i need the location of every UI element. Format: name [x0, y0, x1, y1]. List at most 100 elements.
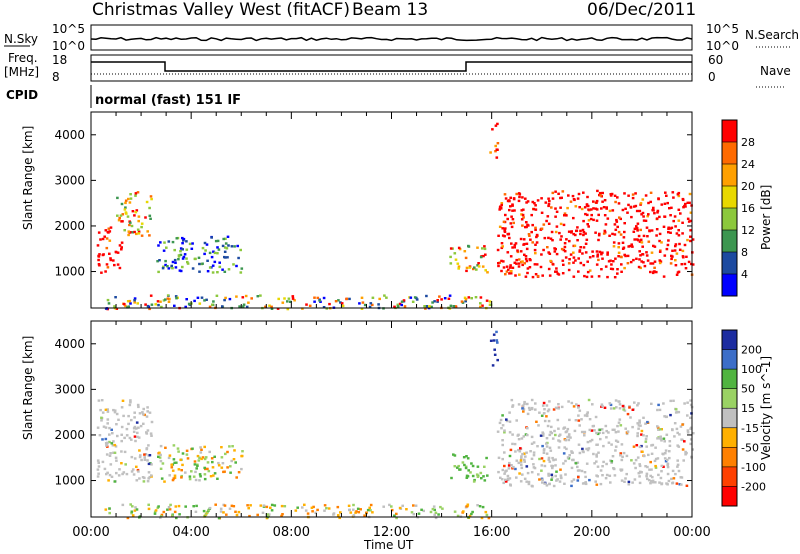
data-cell: [203, 514, 207, 518]
data-cell: [577, 257, 580, 260]
data-cell: [192, 475, 196, 478]
data-cell: [348, 297, 351, 301]
data-cell: [553, 250, 557, 253]
data-cell: [496, 430, 500, 433]
data-cell: [636, 434, 639, 438]
data-cell: [660, 464, 664, 468]
data-cell: [631, 196, 635, 200]
data-cell: [666, 463, 669, 467]
data-cell: [650, 468, 653, 471]
data-cell: [547, 267, 551, 271]
data-cell: [503, 431, 506, 434]
data-cell: [489, 339, 493, 342]
data-cell: [147, 471, 151, 474]
data-cell: [448, 294, 452, 297]
data-cell: [646, 215, 649, 218]
data-cell: [675, 252, 679, 255]
data-cell: [563, 212, 567, 215]
data-cell: [614, 431, 618, 434]
data-cell: [611, 232, 614, 236]
data-cell: [668, 450, 671, 453]
data-cell: [615, 406, 618, 409]
data-cell: [691, 448, 694, 451]
data-cell: [99, 408, 102, 412]
data-cell: [603, 214, 607, 217]
data-cell: [638, 240, 642, 243]
data-cell: [493, 348, 496, 351]
data-cell: [677, 410, 681, 414]
data-cell: [216, 477, 219, 480]
data-cell: [225, 513, 228, 516]
data-cell: [596, 253, 600, 256]
data-cell: [582, 450, 585, 454]
data-cell: [643, 264, 647, 268]
data-cell: [123, 208, 127, 211]
data-cell: [613, 276, 617, 279]
data-cell: [368, 305, 372, 309]
data-cell: [179, 253, 183, 257]
data-cell: [515, 262, 518, 265]
data-cell: [550, 431, 554, 435]
data-cell: [465, 474, 469, 477]
data-cell: [664, 191, 667, 194]
data-cell: [639, 202, 643, 205]
data-cell: [600, 207, 603, 210]
data-cell: [674, 243, 678, 246]
data-cell: [548, 433, 552, 437]
data-cell: [656, 408, 659, 412]
data-cell: [114, 250, 118, 254]
data-cell: [97, 461, 100, 464]
data-cell: [569, 436, 572, 439]
data-cell: [583, 434, 586, 437]
data-cell: [574, 205, 578, 208]
data-cell: [176, 447, 180, 450]
data-cell: [663, 415, 666, 418]
data-cell: [129, 197, 133, 200]
data-cell: [584, 482, 588, 486]
data-cell: [587, 219, 591, 222]
data-cell: [546, 424, 550, 428]
data-cell: [677, 219, 681, 222]
data-cell: [187, 302, 191, 306]
data-cell: [589, 440, 592, 443]
data-cell: [208, 450, 211, 454]
data-cell: [681, 448, 685, 451]
data-cell: [496, 122, 499, 126]
data-cell: [534, 273, 538, 276]
data-cell: [371, 511, 374, 514]
data-cell: [238, 305, 241, 308]
data-cell: [619, 454, 622, 457]
data-cell: [108, 454, 112, 457]
data-cell: [628, 244, 632, 248]
data-cell: [203, 241, 207, 245]
data-cell: [339, 511, 342, 514]
data-cell: [483, 245, 486, 248]
data-cell: [143, 456, 146, 459]
data-cell: [682, 459, 685, 462]
data-cell: [535, 263, 539, 266]
data-cell: [227, 244, 230, 247]
data-cell: [232, 505, 236, 508]
data-cell: [314, 511, 317, 514]
data-cell: [588, 478, 591, 482]
data-cell: [138, 477, 141, 480]
data-cell: [153, 512, 157, 515]
data-cell: [262, 504, 266, 507]
data-cell: [235, 513, 239, 517]
data-cell: [517, 403, 521, 406]
data-cell: [627, 480, 631, 484]
data-cell: [650, 480, 653, 483]
data-cell: [672, 219, 675, 223]
data-cell: [181, 463, 184, 467]
data-cell: [120, 406, 124, 409]
data-cell: [205, 298, 208, 301]
data-cell: [542, 449, 546, 452]
data-cell: [548, 400, 551, 403]
data-cell: [664, 449, 668, 452]
data-cell: [656, 437, 659, 440]
data-cell: [575, 229, 578, 233]
data-cell: [117, 219, 121, 222]
data-cell: [570, 231, 573, 234]
data-cell: [476, 264, 479, 267]
